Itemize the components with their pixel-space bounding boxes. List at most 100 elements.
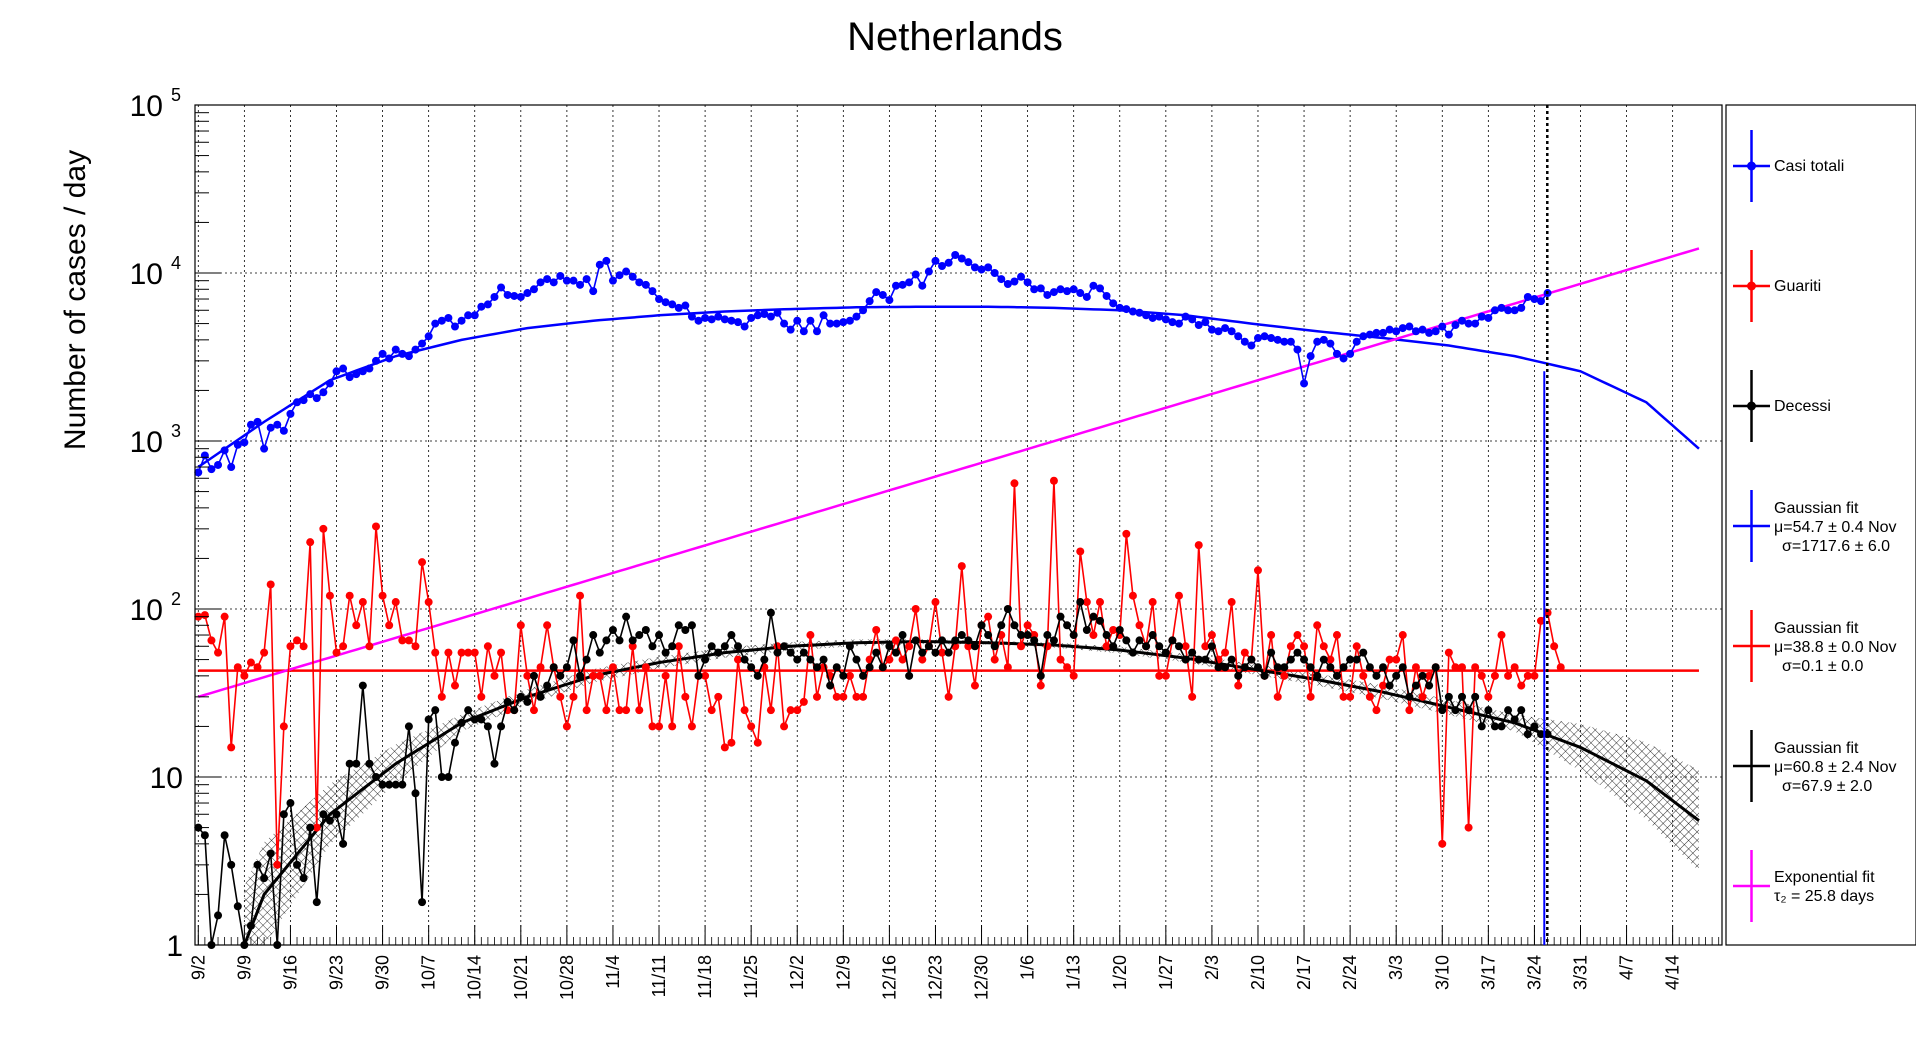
guariti-point	[1017, 642, 1026, 651]
decessi-point	[279, 810, 288, 819]
casi-totali-point	[549, 278, 558, 287]
decessi-point	[911, 636, 920, 645]
guariti-point	[470, 648, 479, 657]
guariti-point	[1385, 655, 1394, 664]
casi-totali-point	[470, 311, 479, 320]
guariti-point	[1076, 547, 1085, 556]
decessi-point	[1089, 612, 1098, 621]
decessi-point	[1425, 681, 1434, 690]
decessi-point	[970, 642, 979, 651]
casi-totali-point	[905, 278, 914, 287]
decessi-point	[529, 671, 538, 680]
guariti-point	[556, 692, 565, 701]
casi-totali-point	[1135, 308, 1144, 317]
decessi-point	[220, 831, 229, 840]
decessi-point	[1128, 648, 1137, 657]
guariti-point	[1438, 839, 1447, 848]
guariti-point	[786, 706, 795, 715]
decessi-point	[1227, 655, 1236, 664]
casi-totali-point	[951, 250, 960, 259]
decessi-point	[648, 642, 657, 651]
guariti-point	[911, 605, 920, 613]
guariti-point	[944, 692, 953, 701]
decessi-point	[352, 759, 361, 768]
guariti-point	[1313, 621, 1322, 630]
casi-totali-point	[240, 438, 249, 447]
casi-totali-point	[194, 468, 203, 477]
guariti-point	[1161, 671, 1170, 680]
decessi-point	[845, 642, 854, 651]
casi-totali-point	[806, 316, 815, 325]
casi-totali-point	[786, 325, 795, 334]
legend-text: Exponential fit	[1774, 869, 1875, 886]
guariti-line	[198, 480, 1562, 865]
decessi-point	[576, 671, 585, 680]
decessi-point	[227, 860, 236, 869]
decessi-point	[819, 655, 828, 664]
guariti-point	[1069, 671, 1078, 680]
casi-totali-point	[1234, 332, 1243, 341]
guariti-point	[1398, 631, 1407, 640]
decessi-point	[1240, 663, 1249, 672]
decessi-point	[1214, 663, 1223, 672]
decessi-point	[312, 898, 321, 907]
decessi-point	[1115, 625, 1124, 634]
guariti-point	[1280, 671, 1289, 680]
decessi-point	[556, 671, 565, 680]
casi-totali-point	[339, 364, 348, 373]
x-tick-label: 1/13	[1064, 955, 1084, 990]
decessi-point	[661, 648, 670, 657]
casi-totali-point	[1517, 303, 1526, 312]
legend-text: μ=54.7 ± 0.4 Nov	[1774, 519, 1897, 536]
guariti-point	[227, 743, 236, 752]
decessi-point	[1194, 655, 1203, 664]
decessi-point	[431, 706, 440, 715]
decessi-point	[1260, 671, 1269, 680]
y-tick-label: 10	[130, 258, 163, 291]
guariti-point	[1319, 642, 1328, 651]
casi-totali-point	[852, 312, 861, 321]
y-tick-exponent: 4	[171, 253, 181, 273]
x-tick-label: 3/3	[1386, 955, 1406, 980]
casi-totali-point	[1155, 312, 1164, 321]
legend-text: σ=0.1 ± 0.0	[1782, 658, 1863, 675]
casi-totali-point	[1017, 272, 1026, 281]
casi-totali-point	[1339, 354, 1348, 363]
guariti-point	[332, 648, 341, 657]
casi-totali-point	[1464, 319, 1473, 328]
casi-totali-point	[707, 315, 716, 324]
casi-totali-point	[1168, 318, 1177, 327]
casi-totali-point	[878, 290, 887, 299]
guariti-point	[740, 706, 749, 715]
decessi-point	[714, 648, 723, 657]
x-tick-label: 2/24	[1340, 955, 1360, 990]
y-tick-exponent: 2	[171, 589, 181, 609]
decessi-point	[1188, 648, 1197, 657]
casi-totali-point	[477, 302, 486, 311]
guariti-point	[1089, 631, 1098, 640]
decessi-point	[898, 631, 907, 640]
guariti-point	[1227, 598, 1236, 607]
guariti-point	[1023, 621, 1032, 630]
decessi-point	[734, 642, 743, 651]
decessi-point	[1497, 722, 1506, 731]
x-tick-label: 12/9	[833, 955, 853, 990]
x-tick-label: 1/27	[1156, 955, 1176, 990]
guariti-point	[207, 636, 216, 645]
legend-text: μ=60.8 ± 2.4 Nov	[1774, 759, 1897, 776]
guariti-point	[1550, 642, 1559, 651]
guariti-point	[839, 692, 848, 701]
decessi-point	[1161, 648, 1170, 657]
decessi-point	[418, 898, 427, 907]
decessi-point	[984, 631, 993, 640]
casi-totali-point	[516, 292, 525, 301]
casi-totali-point	[1109, 299, 1118, 308]
guariti-point	[477, 692, 486, 701]
guariti-point	[905, 642, 914, 651]
decessi-point	[358, 681, 367, 690]
casi-totali-point	[411, 345, 420, 354]
casi-totali-point	[312, 394, 321, 403]
guariti-point	[766, 706, 775, 715]
decessi-point	[1313, 671, 1322, 680]
casi-totali-point	[365, 364, 374, 373]
